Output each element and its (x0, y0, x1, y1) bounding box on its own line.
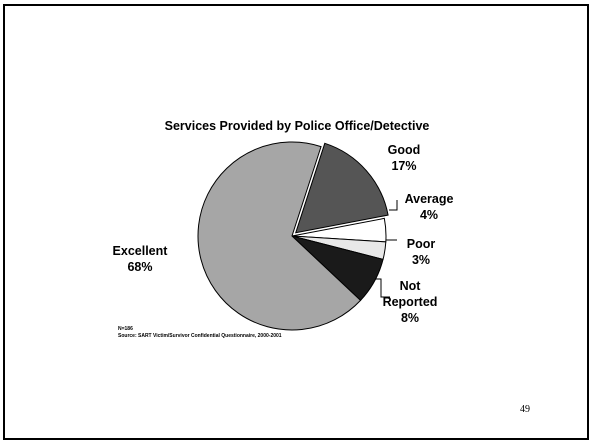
slice-label-not-reported: Reported (383, 295, 438, 309)
source-note: Source: SART Victim/Survivor Confidentia… (118, 333, 282, 339)
slide-frame (3, 4, 589, 440)
sample-size-note: N=186 (118, 326, 133, 332)
slice-label-average: Average (405, 192, 454, 206)
pie-slices (197, 141, 389, 331)
slice-label-good: Good (388, 143, 421, 157)
leader-lines (375, 200, 398, 298)
slice-percent-average: 4% (420, 208, 438, 222)
slice-percent-poor: 3% (412, 253, 430, 267)
slice-percent-good: 17% (391, 159, 416, 173)
slice-labels: Excellent 68% Good 17% Average 4% Poor 3% Not Rep… (113, 143, 454, 325)
slice-label-poor: Poor (407, 237, 436, 251)
leader-line-not-reported (375, 278, 390, 298)
slice-percent-not-reported: 8% (401, 311, 419, 325)
pie-slice-good (295, 142, 389, 234)
slice-label-excellent: Excellent (113, 244, 169, 258)
page-number: 49 (520, 404, 530, 415)
pie-slice-excellent (197, 141, 362, 331)
leader-line-average (389, 200, 398, 211)
slice-label-not-reported: Not (400, 279, 422, 293)
chart-title: Services Provided by Police Office/Detec… (165, 119, 430, 133)
slice-percent-excellent: 68% (127, 260, 152, 274)
